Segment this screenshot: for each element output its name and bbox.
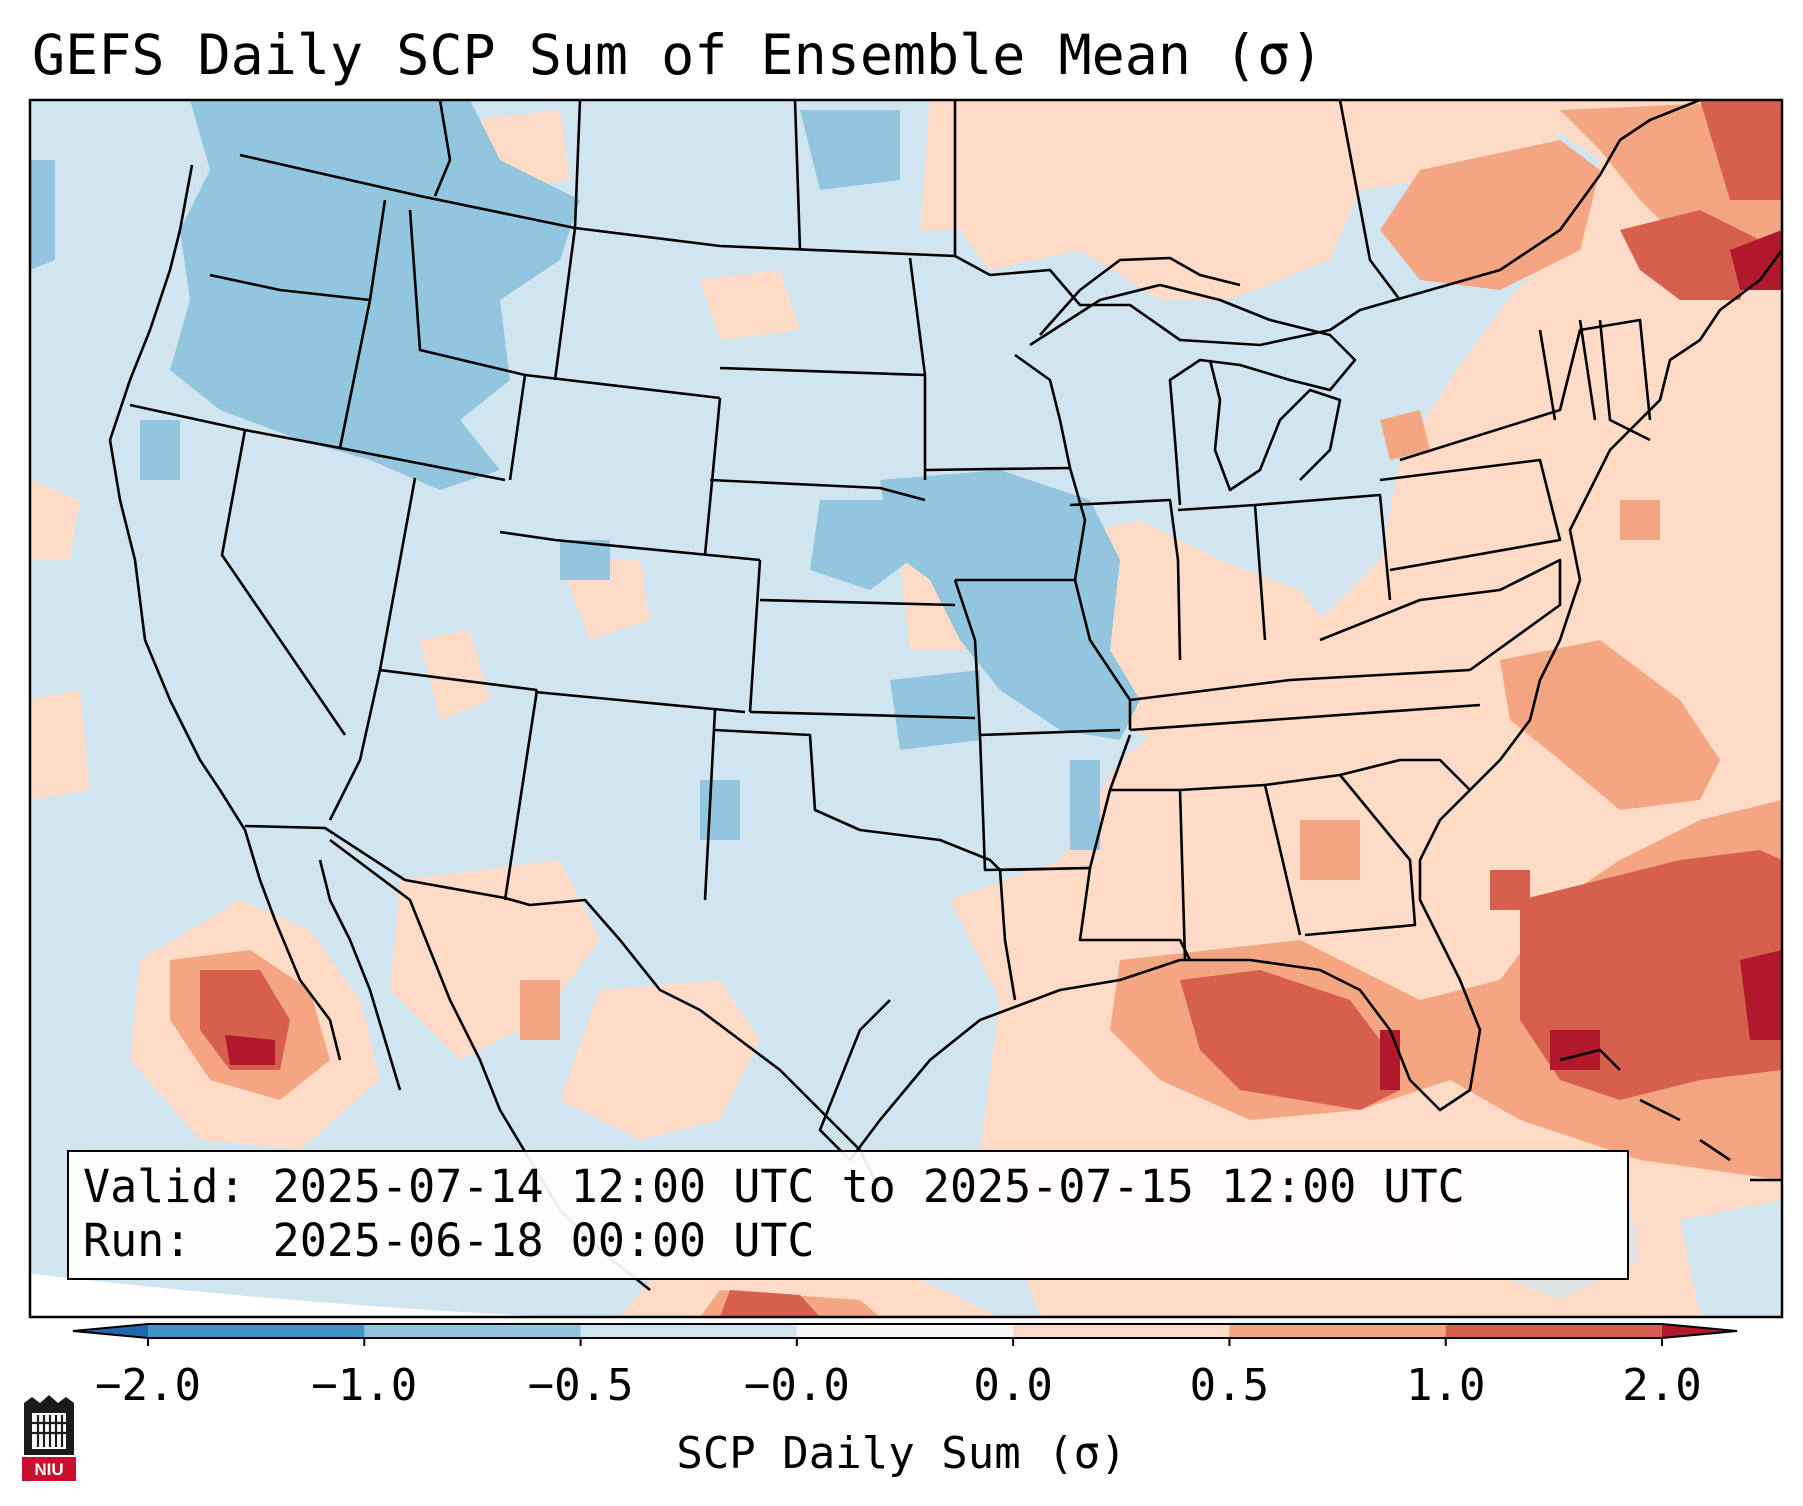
colorbar-over-extend [1662,1324,1737,1338]
state-line-co-nm [534,690,746,714]
coastline-baja [318,859,402,1091]
state-line-id-west [338,199,387,449]
colorbar-segment [364,1324,582,1338]
state-line-mt-nd [553,227,577,381]
state-line-ny [1399,318,1652,462]
state-line-tx-panhandle [714,728,1001,871]
colorbar-tick-label: −0.5 [527,1360,634,1411]
state-line-pa [1379,458,1562,572]
state-line-co-east [748,559,762,713]
svg-text:NIU: NIU [34,1460,63,1479]
state-line-or-ca-nv [129,403,506,482]
state-line-wa-or [209,273,371,302]
field-layer [30,100,1782,1317]
border-us-canada [239,98,1701,347]
state-line-mt-south [408,209,527,481]
niu-logo-icon: NIU [22,1395,76,1481]
state-line-nd-mn [908,257,927,480]
info-box: Valid: 2025-07-14 12:00 UTC to 2025-07-1… [67,1150,1629,1280]
state-line-wy-ut-co [499,530,761,562]
valid-time-text: Valid: 2025-07-14 12:00 UTC to 2025-07-1… [83,1160,1465,1213]
state-line-va-nc [1319,558,1562,672]
state-line-ks-ok [749,710,976,720]
state-line-wi-mn [1014,353,1072,469]
map-frame [28,98,1784,1319]
state-line-sd-ne [709,478,926,502]
state-line-ky-tn [1129,668,1471,702]
colorbar-tick-label: 0.5 [1189,1360,1270,1411]
state-line-ia [924,466,1087,582]
border-us-mexico [244,824,882,1191]
colorbar-tick-label: 1.0 [1405,1360,1486,1411]
state-line-ne-states [1538,319,1651,442]
state-line-nv-ut [378,477,417,671]
state-line-al-ga-fl [1264,773,1417,937]
state-line-wy-east [703,397,722,556]
coastline-lake-superior [1039,256,1241,336]
state-line-ut-az [379,668,538,692]
state-line-nd-sd [719,366,926,377]
borders-layer [108,98,1784,1292]
state-line-ne-ks [759,598,956,607]
colorbar [72,1323,1738,1346]
state-line-tx-east [998,869,1017,1001]
run-time-text: Run: 2025-06-18 00:00 UTC [83,1214,815,1267]
colorbar-tick-label: 0.0 [973,1360,1053,1411]
coastline-great-lakes [1029,283,1357,506]
colorbar-tick-label: −1.0 [311,1360,418,1411]
state-line-mt-wy [524,373,721,400]
coastline-pacific [108,164,342,1061]
state-line-nc-sc [1339,758,1471,791]
colorbar-label: SCP Daily Sum (σ) [676,1428,1127,1479]
colorbar-segment [580,1324,798,1338]
state-line-az-nm [503,689,539,901]
colorbar-segment [1445,1324,1663,1338]
state-line-il [1069,498,1182,661]
border-canada-provinces [433,99,1402,301]
colorbar-tick-label: 2.0 [1622,1360,1702,1411]
colorbar-under-extend [73,1324,148,1338]
state-line-mo-east [1073,579,1132,730]
state-line-mo [953,579,1121,737]
state-line-tn [1129,703,1481,732]
state-line-az-west [328,669,382,821]
colorbar-segment [1229,1324,1447,1338]
colorbar-tick-label: −0.0 [743,1360,850,1411]
colorbar-tick-label: −2.0 [95,1360,201,1411]
state-line-nm-tx [703,709,717,901]
state-line-ca-nv [220,429,347,736]
negative-anomaly-medium [30,100,1140,850]
colorbar-segment [1013,1324,1230,1338]
state-line-in-oh [1177,493,1392,641]
positive-anomaly-extreme [225,230,1782,1090]
chart-title: GEFS Daily SCP Sum of Ensemble Mean (σ) [32,23,1324,87]
colorbar-segment [148,1324,365,1338]
colorbar-segment [796,1324,1014,1338]
coastline-gulf [818,249,1784,1162]
coastline-caribbean [1559,1048,1782,1182]
